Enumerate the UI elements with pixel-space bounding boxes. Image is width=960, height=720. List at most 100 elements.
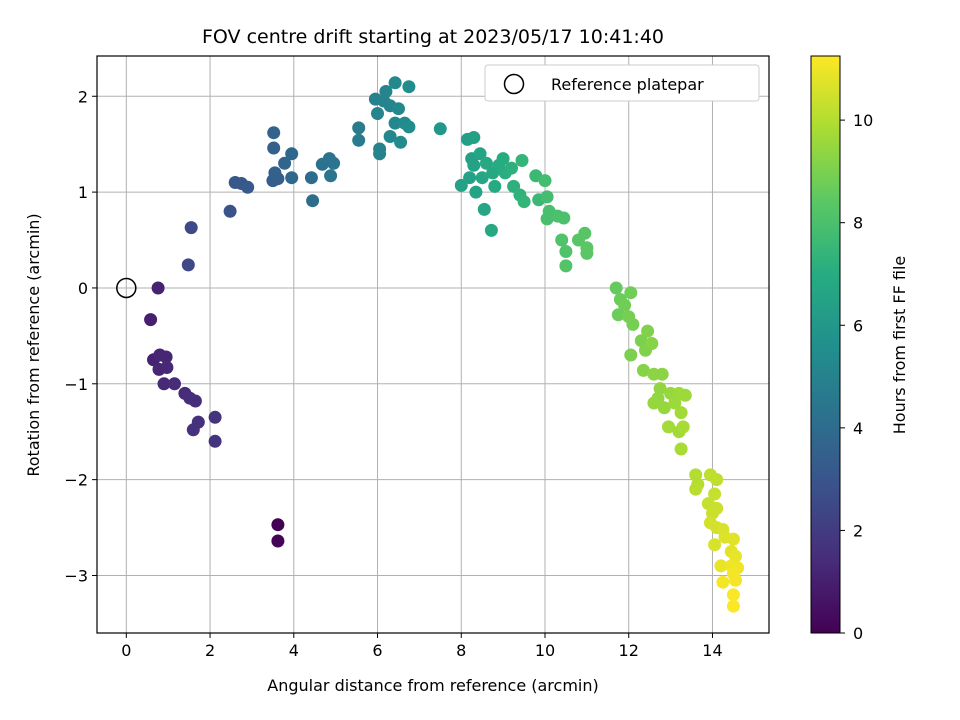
data-point — [496, 152, 510, 166]
legend: Reference platepar — [484, 64, 760, 102]
data-point — [726, 599, 740, 613]
colorbar-tick-label: 4 — [853, 419, 863, 438]
data-point — [540, 212, 554, 226]
data-point — [578, 226, 592, 240]
y-tick-label: −1 — [64, 375, 88, 394]
y-tick-label: 0 — [78, 279, 88, 298]
data-points — [144, 76, 745, 613]
data-point — [151, 281, 165, 295]
data-point — [484, 223, 498, 237]
data-point — [559, 245, 573, 258]
data-point — [184, 221, 198, 235]
data-point — [477, 202, 491, 216]
data-point — [676, 420, 690, 434]
data-point — [160, 361, 174, 374]
data-point — [371, 107, 384, 120]
legend-label: Reference platepar — [551, 75, 704, 94]
x-tick-label: 14 — [702, 641, 722, 660]
data-point — [285, 147, 299, 161]
data-point — [674, 406, 688, 420]
data-point — [538, 174, 552, 188]
data-point — [655, 367, 669, 381]
data-point — [647, 396, 661, 410]
data-point — [517, 195, 531, 209]
y-axis-ticks: 2 1 0 −1 −2 −3 — [64, 87, 97, 585]
data-point — [645, 337, 659, 350]
data-point — [454, 178, 468, 192]
data-point — [624, 348, 638, 362]
data-point — [267, 141, 281, 155]
y-tick-label: −2 — [64, 471, 88, 490]
data-point — [304, 171, 318, 185]
data-point — [618, 298, 632, 312]
data-point — [144, 313, 158, 327]
data-point — [641, 324, 655, 338]
data-point — [611, 308, 625, 322]
data-point — [388, 116, 402, 130]
data-point — [463, 171, 477, 185]
data-point — [636, 363, 650, 377]
reference-platepar-marker — [116, 277, 137, 299]
data-point — [373, 142, 387, 156]
data-point — [208, 410, 222, 424]
data-point — [515, 154, 529, 167]
data-point — [714, 559, 728, 573]
data-point — [159, 350, 173, 364]
data-point — [473, 147, 487, 161]
x-axis-label: Angular distance from reference (arcmin) — [267, 676, 598, 695]
data-point — [689, 482, 703, 496]
colorbar-gradient — [810, 55, 841, 634]
data-point — [657, 401, 671, 415]
data-point — [268, 166, 282, 180]
data-point — [394, 135, 408, 149]
colorbar-label: Hours from first FF file — [890, 256, 909, 435]
data-point — [402, 80, 416, 94]
data-point — [388, 76, 402, 90]
data-point — [710, 473, 724, 487]
data-point — [729, 573, 742, 587]
data-point — [674, 442, 688, 456]
data-point — [392, 102, 405, 116]
data-point — [708, 487, 722, 501]
x-tick-label: 12 — [619, 641, 639, 660]
legend-box — [484, 64, 760, 102]
data-point — [383, 130, 397, 143]
data-point — [188, 394, 202, 408]
data-point — [191, 415, 205, 429]
data-point — [726, 532, 740, 546]
data-point — [379, 85, 393, 98]
y-tick-label: 1 — [78, 183, 88, 202]
colorbar-tick-label: 10 — [853, 111, 873, 130]
data-point — [469, 185, 483, 199]
grid-lines — [97, 56, 769, 633]
colorbar-tick-label: 8 — [853, 214, 863, 233]
colorbar-tick-label: 2 — [853, 521, 863, 540]
data-point — [271, 518, 285, 532]
data-point — [716, 575, 730, 589]
colorbar-tick-label: 0 — [853, 624, 863, 643]
data-point — [267, 126, 281, 140]
data-point — [306, 194, 320, 208]
data-point — [223, 204, 237, 218]
x-axis-ticks: 0 2 4 6 8 10 12 14 — [121, 633, 723, 660]
data-point — [580, 246, 594, 260]
data-point — [475, 171, 489, 185]
x-tick-label: 2 — [205, 641, 215, 660]
data-point — [505, 161, 518, 175]
data-point — [168, 377, 181, 391]
data-point — [624, 286, 638, 300]
x-tick-label: 4 — [289, 641, 299, 660]
data-point — [626, 317, 640, 331]
data-point — [710, 501, 724, 515]
data-point — [327, 156, 341, 170]
data-point — [433, 122, 447, 136]
x-tick-label: 0 — [121, 641, 131, 660]
data-point — [181, 258, 195, 272]
y-axis-label: Rotation from reference (arcmin) — [24, 213, 43, 476]
data-point — [467, 131, 481, 144]
reference-marker-layer — [116, 277, 137, 299]
plot-area: 0 2 4 6 8 10 12 14 210−1−2−3 — [64, 55, 770, 660]
data-point — [678, 388, 692, 402]
data-point — [241, 180, 255, 194]
